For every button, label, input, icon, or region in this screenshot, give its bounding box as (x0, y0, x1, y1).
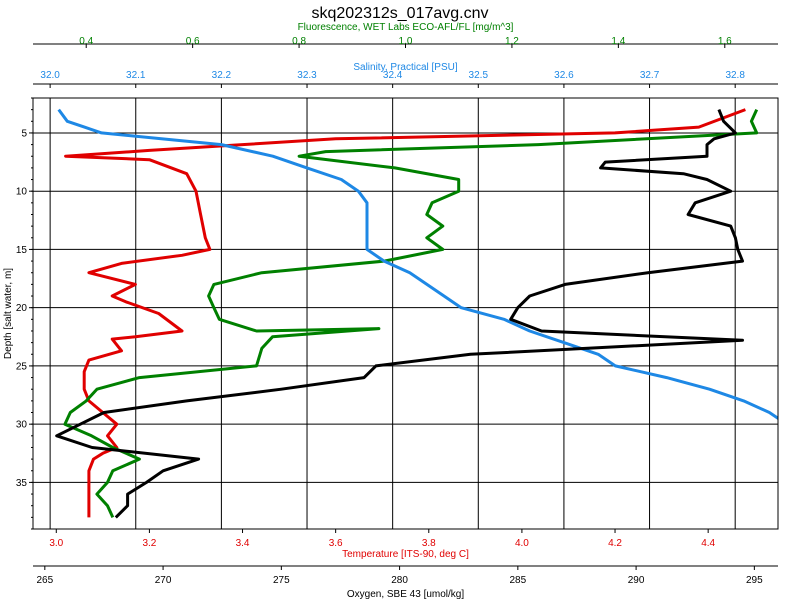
oxygen-series-line (55, 109, 744, 519)
temperature-series-line (64, 108, 746, 518)
axes-layer: 5 10 15 20 25 30 35 Depth [salt water, m] 0.4 0.6… (3, 22, 778, 600)
oxygen-tick-label: 295 (746, 575, 763, 586)
fluorescence-tick-label: 0.8 (292, 36, 306, 47)
y-tick-label: 5 (21, 128, 27, 139)
salinity-axis-label: Salinity, Practical [PSU] (353, 62, 458, 73)
temperature-tick-label: 4.0 (515, 538, 529, 549)
y-tick-label: 20 (16, 303, 28, 314)
fluorescence-tick-label: 1.0 (399, 36, 413, 47)
oxygen-axis-label: Oxygen, SBE 43 [umol/kg] (347, 589, 465, 600)
fluorescence-tick-label: 0.4 (79, 36, 93, 47)
y-tick-label: 15 (16, 245, 28, 256)
series-layer (55, 108, 778, 519)
y-tick-label: 30 (16, 420, 28, 431)
oxygen-tick-label: 290 (628, 575, 645, 586)
temperature-tick-label: 3.2 (142, 538, 156, 549)
temperature-axis-label: Temperature [ITS-90, deg C] (342, 549, 469, 560)
salinity-tick-label: 32.7 (640, 70, 660, 81)
temperature-tick-label: 4.2 (608, 538, 622, 549)
oxygen-tick-label: 270 (155, 575, 172, 586)
salinity-series-line (57, 108, 778, 421)
oxygen-tick-label: 280 (391, 575, 408, 586)
temperature-tick-label: 4.4 (701, 538, 715, 549)
oxygen-tick-label: 285 (509, 575, 526, 586)
salinity-tick-label: 32.4 (383, 70, 403, 81)
oxygen-tick-label: 265 (36, 575, 53, 586)
temperature-tick-label: 3.6 (329, 538, 343, 549)
salinity-tick-label: 32.8 (725, 70, 745, 81)
salinity-tick-label: 32.0 (40, 70, 60, 81)
fluorescence-tick-label: 1.4 (611, 36, 625, 47)
temperature-tick-label: 3.4 (236, 538, 250, 549)
y-tick-label: 35 (16, 478, 28, 489)
fluorescence-tick-label: 1.6 (718, 36, 732, 47)
fluorescence-tick-label: 1.2 (505, 36, 519, 47)
y-axis-label: Depth [salt water, m] (3, 268, 14, 359)
plot-frame (32, 97, 779, 530)
y-tick-label: 25 (16, 361, 28, 372)
salinity-tick-label: 32.2 (212, 70, 232, 81)
fluorescence-tick-label: 0.6 (186, 36, 200, 47)
temperature-tick-label: 3.8 (422, 538, 436, 549)
chart-title: skq202312s_017avg.cnv (311, 5, 488, 22)
y-tick-label: 10 (16, 187, 28, 198)
fluorescence-series-line (63, 108, 759, 519)
salinity-tick-label: 32.6 (554, 70, 574, 81)
temperature-tick-label: 3.0 (49, 538, 63, 549)
fluorescence-axis-label: Fluorescence, WET Labs ECO-AFL/FL [mg/m^… (298, 22, 514, 33)
grid (33, 98, 778, 529)
salinity-tick-label: 32.1 (126, 70, 146, 81)
salinity-tick-label: 32.3 (297, 70, 317, 81)
oxygen-tick-label: 275 (273, 575, 290, 586)
salinity-tick-label: 32.5 (469, 70, 489, 81)
